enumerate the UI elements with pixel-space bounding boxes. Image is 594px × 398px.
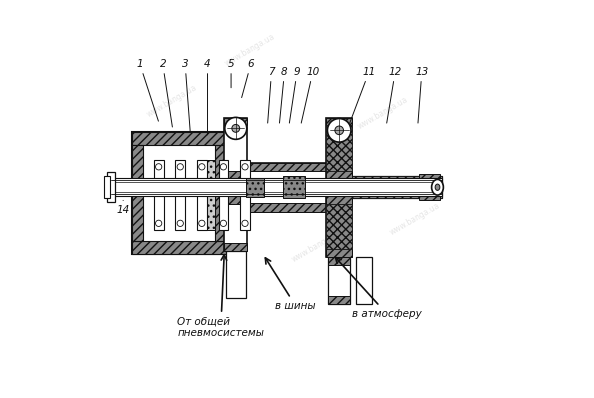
Bar [132,145,143,241]
Text: в шины: в шины [266,258,316,311]
Ellipse shape [232,125,240,132]
Bar [327,204,352,249]
Bar [143,145,216,241]
Text: 7: 7 [268,67,275,123]
Ellipse shape [156,164,162,170]
Ellipse shape [242,220,248,226]
Bar [327,249,352,257]
Text: www.banga.ua: www.banga.ua [145,83,198,119]
Text: в атмосферу: в атмосферу [336,258,422,319]
Text: www.banga.ua: www.banga.ua [388,201,441,237]
Bar [283,176,305,198]
Bar [132,241,226,254]
Bar [132,132,226,254]
Bar [327,171,352,178]
Bar [225,117,247,125]
Text: www.banga.ua: www.banga.ua [223,32,277,68]
Text: 6: 6 [242,59,254,98]
Bar [216,145,226,241]
Ellipse shape [335,126,343,135]
Ellipse shape [242,164,248,170]
Bar [246,203,334,212]
Bar [246,163,334,171]
Bar [327,125,352,171]
Bar [107,172,115,202]
Ellipse shape [220,220,226,226]
Bar [328,257,350,304]
Bar [240,160,250,230]
Text: От общей
пневмосистемы: От общей пневмосистемы [177,255,264,338]
Text: www.banga.ua: www.banga.ua [356,95,410,131]
Ellipse shape [435,184,440,190]
Ellipse shape [225,117,247,139]
Bar [328,296,350,304]
Bar [356,257,372,304]
Text: 3: 3 [182,59,190,131]
Text: 9: 9 [289,67,301,123]
Ellipse shape [177,164,184,170]
Bar [225,171,247,178]
Text: 4: 4 [204,59,211,135]
Ellipse shape [220,164,226,170]
Bar [132,132,226,145]
Bar [225,117,247,178]
Text: 1: 1 [137,59,159,121]
Bar [175,160,185,230]
Bar [110,180,442,194]
Bar [219,160,228,230]
Ellipse shape [156,220,162,226]
Bar [352,176,442,198]
Bar [328,257,350,265]
Text: 8: 8 [279,67,287,123]
Bar [327,117,352,178]
Bar [419,174,440,200]
Text: 2: 2 [159,59,172,127]
Bar [327,117,352,125]
Bar [197,160,207,230]
Bar [327,196,352,204]
Bar [103,176,110,198]
Bar [154,160,163,230]
Bar [226,251,246,298]
Bar [200,160,216,230]
Ellipse shape [177,220,184,226]
Text: www.banga.ua: www.banga.ua [290,228,343,264]
Ellipse shape [198,164,205,170]
Ellipse shape [198,220,205,226]
Bar [107,178,442,196]
Bar [352,194,442,198]
Text: 13: 13 [415,67,428,123]
Text: 12: 12 [387,67,402,123]
Bar [246,178,264,197]
Bar [225,196,247,251]
Text: 11: 11 [350,67,375,123]
Text: 14: 14 [116,200,129,215]
Bar [352,176,442,180]
Ellipse shape [327,119,351,142]
Ellipse shape [432,179,443,195]
Bar [327,196,352,257]
Text: 10: 10 [301,67,320,123]
Bar [225,243,247,251]
Text: 5: 5 [228,59,235,88]
Bar [225,196,247,204]
